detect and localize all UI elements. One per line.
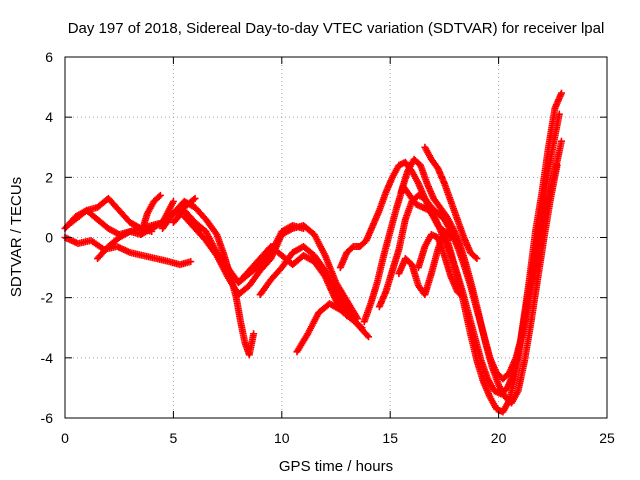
- series-arc-2: [61, 234, 195, 269]
- data-point: [473, 255, 481, 263]
- data-point: [555, 110, 563, 118]
- x-tick-label: 0: [61, 430, 69, 446]
- data-point: [557, 89, 565, 97]
- data-point: [357, 323, 365, 331]
- series-arc-15: [397, 155, 561, 407]
- series-arc-17: [414, 230, 468, 302]
- series-arc-16: [421, 143, 481, 263]
- data-point: [447, 234, 455, 241]
- data-point: [446, 232, 454, 240]
- data-point: [365, 333, 373, 341]
- data-point: [191, 194, 199, 202]
- series-arc-18: [395, 227, 455, 299]
- x-tick-label: 20: [491, 430, 507, 446]
- x-axis-label: GPS time / hours: [279, 458, 393, 475]
- x-tick-label: 25: [599, 430, 615, 446]
- y-axis-label: SDTVAR / TECUs: [8, 177, 25, 297]
- data-point: [472, 253, 480, 261]
- data-point: [156, 191, 164, 199]
- data-point: [358, 324, 366, 332]
- y-tick-label: -6: [41, 410, 54, 426]
- y-tick-label: 4: [45, 109, 53, 125]
- data-point: [553, 161, 561, 169]
- data-points: [61, 89, 565, 416]
- data-point: [187, 258, 195, 266]
- y-tick-label: 6: [45, 49, 53, 65]
- data-point: [557, 137, 565, 145]
- data-point: [459, 292, 467, 300]
- y-tick-label: 0: [45, 230, 53, 246]
- y-tick-label: -4: [41, 350, 54, 366]
- x-tick-label: 5: [170, 430, 178, 446]
- x-tick-label: 15: [382, 430, 398, 446]
- x-tick-label: 10: [274, 430, 290, 446]
- chart-title: Day 197 of 2018, Sidereal Day-to-day VTE…: [68, 20, 605, 37]
- data-point: [190, 196, 198, 204]
- y-tick-label: 2: [45, 169, 53, 185]
- data-point: [363, 331, 371, 339]
- data-point: [155, 193, 163, 201]
- axis-ticks: 0 5 10 15 20 25 -6 -4 -2 0 2 4 6: [41, 49, 615, 446]
- data-point: [169, 197, 177, 205]
- y-tick-label: -2: [41, 290, 54, 306]
- series-arc-5: [137, 191, 164, 238]
- series-arc-11: [293, 300, 366, 356]
- data-point: [250, 330, 258, 338]
- data-point: [460, 294, 468, 302]
- series-arc-7: [169, 206, 307, 287]
